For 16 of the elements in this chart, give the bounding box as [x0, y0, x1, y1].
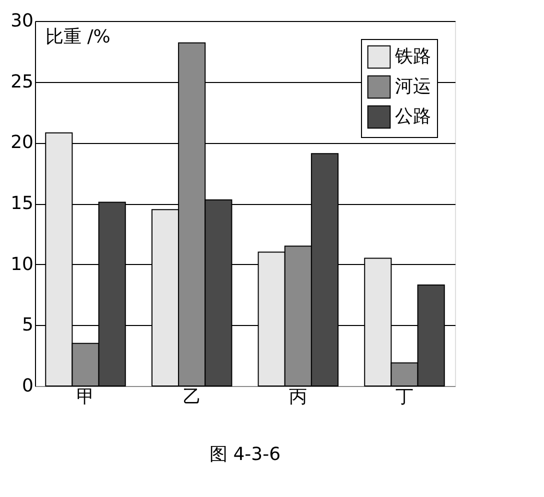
caption: 图 4-3-6 — [209, 444, 281, 465]
legend-label: 铁路 — [394, 46, 431, 67]
y-axis-title: 比重 /% — [46, 26, 110, 48]
x-tick-label: 甲 — [76, 386, 95, 408]
y-tick-label: 25 — [10, 71, 34, 92]
x-tick-label: 丁 — [395, 386, 414, 408]
y-tick-label: 5 — [22, 314, 34, 336]
y-tick-label: 10 — [10, 254, 34, 275]
legend-label: 公路 — [395, 106, 431, 127]
x-tick-label: 丙 — [289, 386, 308, 408]
legend-label: 河运 — [395, 76, 431, 97]
y-tick-label: 0 — [22, 376, 34, 396]
y-tick-label: 30 — [10, 10, 34, 32]
y-tick-label: 15 — [10, 193, 34, 214]
x-tick-label: 乙 — [182, 386, 201, 408]
y-tick-label: 20 — [10, 132, 34, 154]
